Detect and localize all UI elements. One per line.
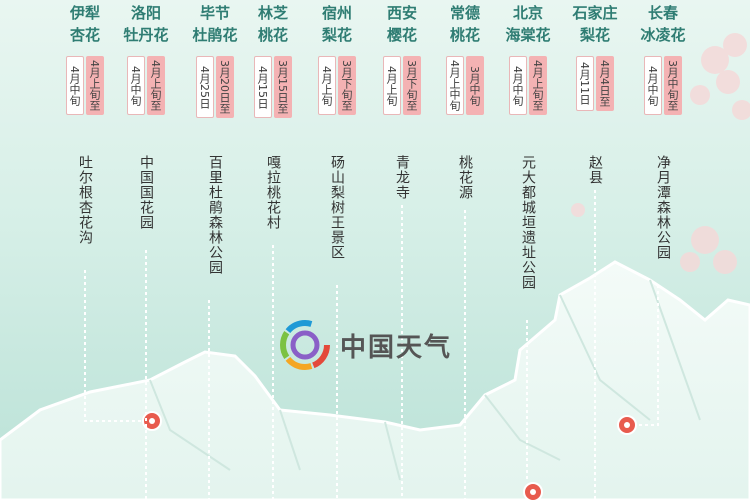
scenic-spot: 元大都城垣遗址公园 [520,155,536,290]
bloom-dates: 4月上旬 3月下旬至 [383,56,421,115]
flower-name: 梨花 [321,26,352,44]
date-end: 4月15日 [254,56,272,118]
flower-name: 杏花 [69,26,100,44]
flower-name: 海棠花 [505,26,551,44]
bloom-dates: 4月11日 4月4日至 [576,56,614,111]
date-start: 3月20日至 [216,56,234,118]
city-header: 长春 冰凌花 [628,2,698,46]
bloom-dates: 4月25日 3月20日至 [196,56,234,118]
bloom-dates: 4月中旬 4月上旬至 [127,56,165,115]
flower-column: 洛阳 牡丹花 4月中旬 4月上旬至 中国国花园 [111,0,181,500]
date-start: 3月下旬至 [403,56,421,115]
scenic-spot: 砀山梨树王景区 [329,155,345,260]
city-name: 长春 [647,4,678,22]
city-header: 伊犁 杏花 [50,2,120,46]
bloom-dates: 4月上中旬 3月中旬 [446,56,484,115]
province-line [149,279,701,481]
scenic-spot: 嘎拉桃花村 [265,155,281,230]
brand-logo: 中国天气 [278,318,452,372]
flower-column: 毕节 杜鹃花 4月25日 3月20日至 百里杜鹃森林公园 [180,0,250,500]
date-start: 3月中旬至 [664,56,682,115]
city-name: 石家庄 [572,4,618,22]
city-name: 北京 [512,4,543,22]
bloom-dates: 4月15日 3月15日至 [254,56,292,118]
brand-name: 中国天气 [340,332,453,363]
city-name: 林芝 [257,4,288,22]
date-end: 4月11日 [576,56,594,111]
city-header: 石家庄 梨花 [560,2,630,46]
city-name: 宿州 [321,4,352,22]
city-header: 北京 海棠花 [493,2,563,46]
city-name: 毕节 [199,4,230,22]
flower-name: 冰凌花 [640,26,686,44]
date-start: 4月上旬至 [147,56,165,115]
scenic-spot: 中国国花园 [138,155,154,230]
date-end: 4月上旬 [383,56,401,115]
flower-column: 宿州 梨花 4月上旬 3月下旬至 砀山梨树王景区 [302,0,372,500]
date-end: 4月中旬 [509,56,527,115]
flower-marker-icon [617,415,637,435]
flower-name: 樱花 [386,26,417,44]
date-end: 4月中旬 [66,56,84,115]
flower-column: 北京 海棠花 4月中旬 4月上旬至 元大都城垣遗址公园 [493,0,563,500]
date-start: 4月上旬至 [529,56,547,115]
flower-name: 梨花 [579,26,610,44]
bloom-dates: 4月中旬 4月上旬至 [66,56,104,115]
flower-column: 石家庄 梨花 4月11日 4月4日至 赵县 [560,0,630,500]
city-header: 洛阳 牡丹花 [111,2,181,46]
date-start: 3月15日至 [274,56,292,118]
bloom-dates: 4月中旬 3月中旬至 [644,56,682,115]
date-end: 4月中旬 [644,56,662,115]
scenic-spot: 赵县 [587,155,603,185]
date-end: 4月上旬 [318,56,336,115]
flower-name: 杜鹃花 [192,26,238,44]
city-name: 常德 [449,4,480,22]
date-end: 4月中旬 [127,56,145,115]
date-end: 4月25日 [196,56,214,118]
flower-column: 林芝 桃花 4月15日 3月15日至 嘎拉桃花村 [238,0,308,500]
city-header: 西安 樱花 [367,2,437,46]
date-end: 4月上中旬 [446,56,464,115]
flower-name: 牡丹花 [123,26,169,44]
date-start: 4月上旬至 [86,56,104,115]
date-start: 4月4日至 [596,56,614,111]
city-header: 宿州 梨花 [302,2,372,46]
scenic-spot: 桃花源 [457,155,473,200]
scenic-spot: 净月潭森林公园 [655,155,671,260]
bloom-dates: 4月中旬 4月上旬至 [509,56,547,115]
flower-name: 桃花 [257,26,288,44]
flower-column: 西安 樱花 4月上旬 3月下旬至 青龙寺 [367,0,437,500]
flower-column: 常德 桃花 4月上中旬 3月中旬 桃花源 [430,0,500,500]
flower-marker-icon [142,411,162,431]
scenic-spot: 吐尔根杏花沟 [77,155,93,245]
flower-name: 桃花 [449,26,480,44]
bloom-dates: 4月上旬 3月下旬至 [318,56,356,115]
city-name: 西安 [386,4,417,22]
date-start: 3月下旬至 [338,56,356,115]
city-header: 常德 桃花 [430,2,500,46]
weather-logo-icon [280,320,330,370]
city-header: 毕节 杜鹃花 [180,2,250,46]
blossom-icon [571,33,750,274]
city-name: 伊犁 [69,4,100,22]
scenic-spot: 青龙寺 [394,155,410,200]
flower-marker-icon [523,482,543,500]
date-start: 3月中旬 [466,56,484,115]
city-header: 林芝 桃花 [238,2,308,46]
flower-column: 伊犁 杏花 4月中旬 4月上旬至 吐尔根杏花沟 [50,0,120,500]
city-name: 洛阳 [130,4,161,22]
scenic-spot: 百里杜鹃森林公园 [207,155,223,275]
flower-column: 长春 冰凌花 4月中旬 3月中旬至 净月潭森林公园 [628,0,698,500]
